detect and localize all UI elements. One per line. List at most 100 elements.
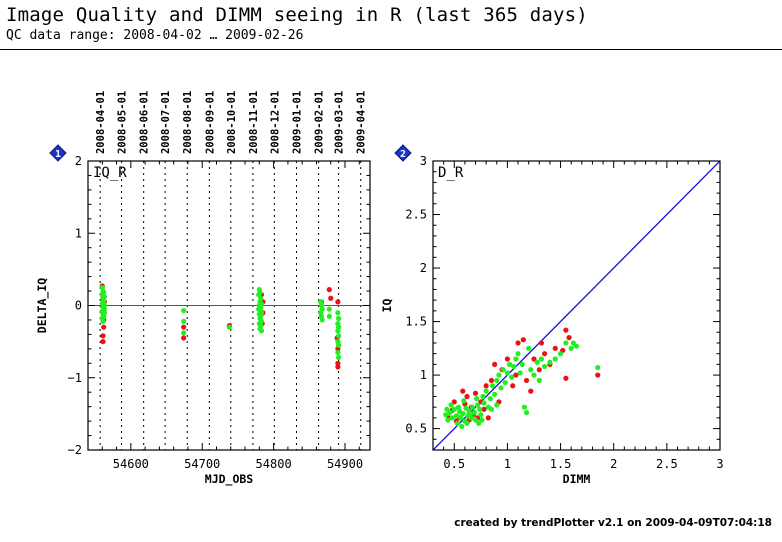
red-data-point	[328, 295, 334, 301]
green-data-point	[471, 409, 478, 416]
plot-frame	[432, 160, 721, 451]
green-data-point	[498, 385, 504, 391]
green-data-point	[335, 328, 341, 334]
green-data-point	[523, 409, 530, 416]
red-data-point	[515, 340, 521, 346]
green-data-point	[500, 367, 506, 373]
y-axis-label: IQ	[380, 299, 394, 313]
green-data-point	[335, 333, 342, 339]
green-data-point	[519, 361, 525, 367]
green-data-point	[480, 393, 486, 400]
y-tick-label: −2	[68, 443, 82, 457]
green-data-point	[476, 420, 482, 426]
y-tick-label: 1	[420, 368, 427, 382]
green-data-point	[513, 356, 519, 362]
green-data-point	[494, 402, 500, 408]
date-tick-label: 2008-07-01	[160, 91, 172, 154]
x-tick-label: 2.5	[656, 457, 678, 471]
green-data-point	[552, 356, 558, 362]
green-data-point	[481, 400, 487, 406]
green-data-point	[517, 370, 523, 376]
green-data-point	[181, 318, 187, 324]
data-range-subtitle: QC data range: 2008-04-02 … 2009-02-26	[6, 28, 304, 43]
red-data-point	[464, 393, 470, 400]
green-data-point	[454, 420, 461, 426]
panel-label: IQ_R	[93, 165, 127, 181]
green-data-point	[531, 372, 537, 378]
red-data-point	[335, 360, 341, 366]
red-data-point	[492, 361, 498, 367]
green-data-point	[475, 402, 481, 408]
green-data-point	[335, 315, 342, 322]
green-data-point	[335, 310, 341, 316]
green-data-point	[478, 412, 484, 418]
green-data-point	[570, 340, 576, 346]
green-data-point	[488, 406, 495, 412]
date-tick-label: 2008-10-01	[226, 91, 238, 154]
red-data-point	[326, 287, 332, 293]
red-data-point	[566, 335, 572, 341]
red-data-point	[531, 356, 537, 362]
panel-badge-number: 2	[400, 149, 406, 160]
green-data-point	[326, 306, 332, 312]
green-data-point	[563, 340, 569, 346]
y-tick-label: 2	[75, 154, 82, 168]
green-data-point	[326, 313, 332, 319]
green-data-point	[451, 406, 457, 412]
red-data-point	[488, 377, 495, 384]
page-title: Image Quality and DIMM seeing in R (last…	[6, 4, 588, 26]
red-data-point	[513, 372, 519, 378]
green-data-point	[335, 349, 341, 356]
green-data-point	[319, 317, 325, 323]
green-data-point	[444, 406, 450, 412]
panel-badge-icon	[394, 144, 412, 162]
green-data-point	[453, 413, 459, 419]
green-data-point	[335, 342, 342, 348]
red-data-point	[528, 388, 534, 394]
x-axis-label: DIMM	[563, 472, 591, 486]
green-data-point	[100, 318, 106, 324]
date-tick-label: 2009-01-01	[291, 91, 303, 154]
green-data-point	[502, 379, 508, 386]
red-data-point	[538, 340, 545, 346]
green-data-point	[459, 423, 465, 430]
green-data-point	[511, 363, 517, 370]
x-tick-label: 2	[610, 457, 617, 471]
red-data-point	[510, 383, 516, 389]
green-data-point	[487, 396, 493, 402]
green-data-point	[455, 404, 462, 410]
red-data-point	[485, 415, 491, 421]
date-tick-label: 2009-03-01	[334, 91, 346, 154]
red-data-point	[451, 399, 457, 405]
green-data-point	[181, 307, 187, 314]
red-data-point	[520, 337, 526, 343]
green-data-point	[528, 367, 534, 373]
red-data-point	[181, 324, 187, 330]
red-data-point	[472, 390, 479, 396]
green-data-point	[479, 417, 485, 423]
green-data-point	[496, 372, 502, 378]
panel-badge-icon	[49, 144, 67, 162]
x-tick-label: 0.5	[443, 457, 465, 471]
red-data-point	[101, 324, 107, 330]
red-data-point	[595, 372, 601, 378]
green-data-point	[547, 359, 553, 365]
green-data-point	[449, 415, 455, 421]
y-tick-label: 0.5	[405, 422, 427, 436]
green-data-point	[483, 388, 489, 394]
date-tick-label: 2009-02-01	[314, 91, 326, 154]
panel-badge-number: 1	[55, 149, 61, 160]
date-tick-label: 2008-11-01	[248, 91, 260, 154]
green-data-point	[542, 363, 548, 370]
green-data-point	[469, 404, 475, 410]
footer-credit: created by trendPlotter v2.1 on 2009-04-…	[454, 517, 772, 529]
red-data-point	[483, 383, 489, 389]
green-data-point	[534, 359, 540, 365]
y-tick-label: 1	[75, 226, 82, 240]
green-data-point	[258, 328, 265, 334]
red-data-point	[552, 345, 558, 351]
green-data-point	[526, 345, 532, 351]
y-axis-label: DELTA_IQ	[35, 278, 50, 333]
red-data-point	[481, 406, 487, 412]
